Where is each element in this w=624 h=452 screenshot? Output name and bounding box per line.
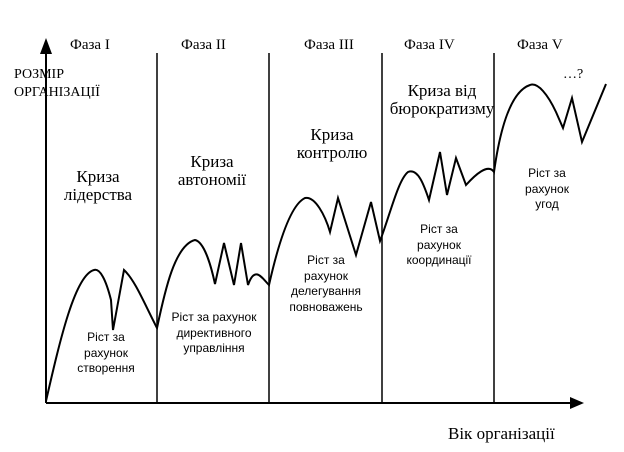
- phase-3-title: Фаза III: [304, 37, 354, 53]
- growth-collaboration: Ріст за рахунок угод: [509, 166, 585, 213]
- x-axis-arrow: [570, 397, 584, 409]
- growth-delegation: Ріст за рахунок делегування повноважень: [278, 253, 374, 315]
- crisis-leadership: Криза лідерства: [60, 168, 136, 204]
- crisis-line: бюрократизму: [389, 98, 495, 118]
- crisis-line: контролю: [296, 142, 368, 162]
- growth-line: угод: [535, 197, 559, 212]
- phase-1-title: Фаза I: [70, 37, 110, 53]
- growth-line: повноважень: [289, 299, 363, 314]
- y-axis-arrow: [40, 38, 52, 54]
- y-axis-label: РОЗМІР ОРГАНІЗАЦІЇ: [14, 67, 100, 100]
- growth-line: Ріст за: [528, 166, 566, 180]
- crisis-line: Криза: [310, 125, 354, 144]
- crisis-autonomy: Криза автономії: [170, 153, 254, 189]
- growth-line: Ріст за: [420, 222, 458, 236]
- growth-coordination: Ріст за рахунок координації: [392, 222, 486, 269]
- growth-line: координації: [406, 253, 472, 268]
- growth-line: Ріст за: [87, 330, 125, 344]
- growth-line: рахунок: [525, 181, 569, 196]
- x-axis-label: Вік організації: [448, 424, 555, 443]
- growth-line: рахунок: [417, 237, 461, 252]
- growth-direction: Ріст за рахунок директивного управління: [160, 310, 268, 357]
- growth-line: делегування: [291, 284, 361, 299]
- phase-5-title: Фаза V: [517, 37, 563, 53]
- crisis-line: Криза від: [407, 81, 477, 100]
- growth-line: Ріст за рахунок: [171, 310, 257, 324]
- growth-line: створення: [77, 361, 135, 376]
- growth-line: управління: [183, 341, 245, 356]
- growth-line: рахунок: [304, 268, 348, 283]
- phase-2-title: Фаза II: [181, 37, 226, 53]
- growth-line: директивного: [176, 325, 252, 340]
- crisis-line: Криза: [190, 152, 234, 171]
- growth-line: Ріст за: [307, 253, 345, 267]
- growth-line: рахунок: [84, 345, 128, 360]
- crisis-line: лідерства: [63, 184, 133, 204]
- phase-4-title: Фаза IV: [404, 37, 455, 53]
- growth-creation: Ріст за рахунок створення: [66, 330, 146, 377]
- crisis-line: Криза: [76, 167, 120, 186]
- growth-curve: [45, 83, 607, 402]
- crisis-control: Криза контролю: [289, 126, 375, 162]
- crisis-line: автономії: [177, 169, 247, 189]
- crisis-unknown: …?: [563, 67, 584, 82]
- crisis-bureaucracy: Криза від бюрократизму: [389, 82, 495, 118]
